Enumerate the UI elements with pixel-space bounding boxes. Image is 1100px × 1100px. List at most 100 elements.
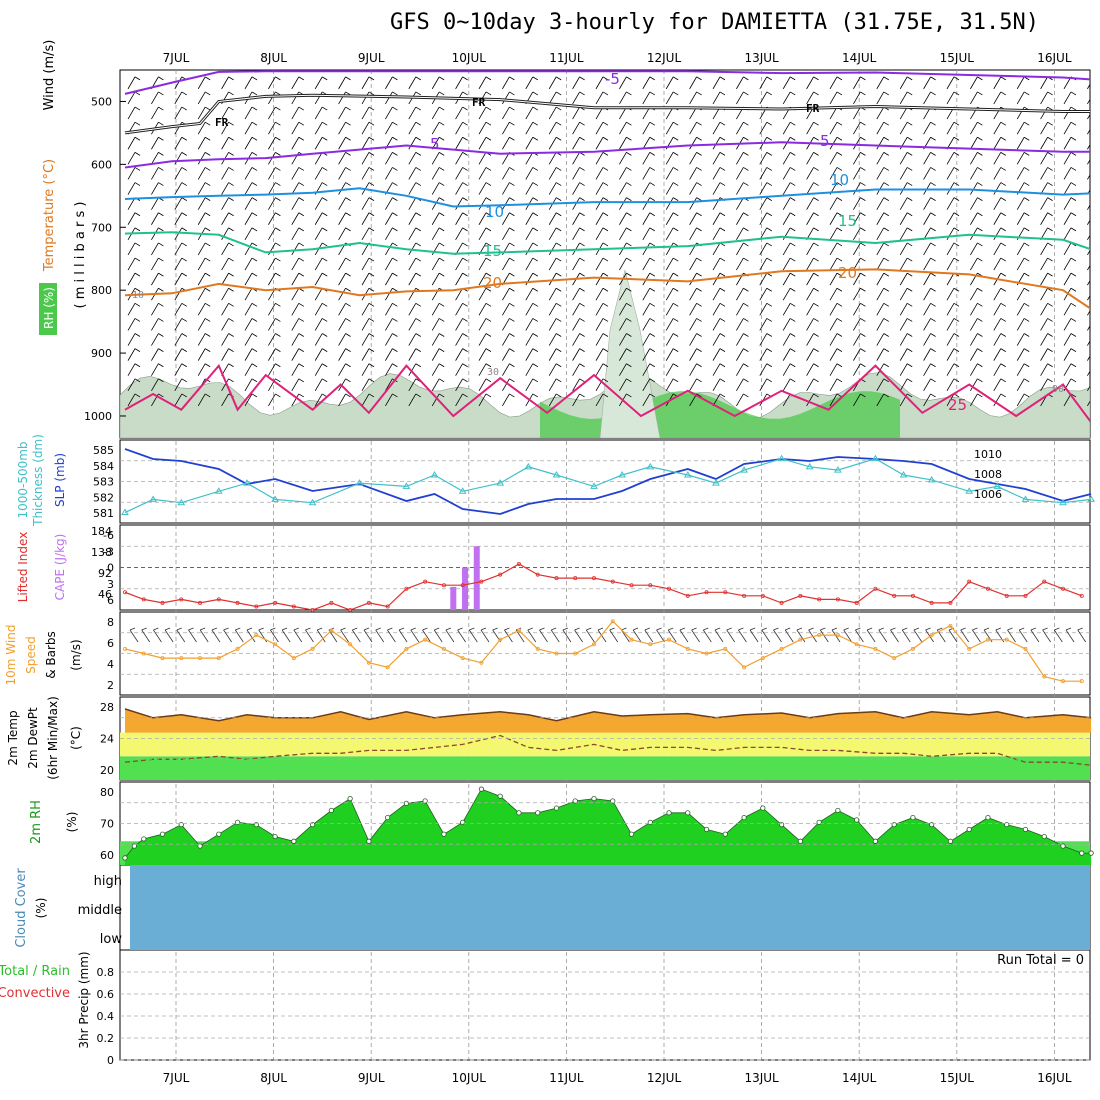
wind-barb [408,106,422,120]
barb-staff [993,333,1002,346]
wind-barb [408,287,422,301]
wind-barb [595,287,609,301]
barb-flag [766,121,773,126]
wind-barb [595,333,609,346]
barb-staff [665,227,674,241]
data-point [835,807,841,814]
barb-flag [930,318,936,322]
wind-barb [431,272,445,286]
wind-barb [398,629,408,643]
barb-flag [368,167,375,171]
barb-staff [572,91,580,105]
barb-staff [314,348,323,361]
barb-staff [174,378,183,392]
wind-barb [478,167,492,180]
barb-flag [228,136,234,141]
barb-flag [672,227,679,232]
barb-staff [455,363,463,376]
barb-flag [438,182,445,186]
barb-flag [602,152,609,156]
barb-staff [455,76,463,90]
wind-barb [1040,167,1053,180]
data-point [160,600,165,605]
date-label-top: 13JUL [744,51,779,65]
wind-barb [923,242,936,256]
barb-flag [813,257,819,262]
barb-flag [462,272,468,277]
barb-flag [602,167,609,171]
barb-flag [672,272,679,277]
wind-barb [656,629,665,643]
barb-staff [853,363,861,376]
barb-staff [759,348,768,361]
barb-flag [1047,167,1053,171]
wind-barb [712,167,726,180]
barb-flag [275,272,281,277]
wind-barb-flag [960,627,966,631]
wind-barb [619,227,632,241]
barb-flag [1023,302,1030,307]
wind-barb [1040,121,1053,135]
wind-barb [1040,363,1053,376]
barb-flag [883,136,890,141]
wind-barb [993,393,1007,407]
barb-flag [228,272,234,277]
wind-barb [619,287,632,301]
wind-barb [595,318,609,331]
data-point [291,604,296,609]
barb-flag [509,212,515,217]
barb-flag [228,182,234,186]
barb-staff [1040,152,1048,165]
wind-barb [1087,294,1090,301]
barb-flag [158,182,164,186]
barb-staff [455,212,463,225]
wind-barb [946,121,960,135]
barb-flag [860,197,866,201]
barb-flag [813,182,819,186]
data-point [178,822,184,828]
wind-barb [1063,363,1077,376]
barb-staff [853,197,861,210]
wind-barb [1087,385,1090,392]
barb-flag [181,136,188,141]
wind-barb [351,629,361,643]
barb-staff [127,257,136,271]
barb-staff [1016,167,1025,180]
barb-flag [251,167,258,171]
barb-flag [368,91,375,96]
barb-staff [782,333,791,346]
wind-barb [221,378,234,392]
wind-barb [1040,136,1053,150]
wind-barb [1016,76,1030,90]
barb-staff [174,257,183,271]
barb-flag [555,272,562,277]
slp-tick: 1008 [974,468,1002,481]
barb-flag [860,91,866,96]
ylabel-li: Lifted Index [16,532,30,603]
barb-flag [1023,378,1030,383]
wind-barb [548,182,562,195]
barb-flag [789,333,796,337]
barb-flag [953,287,960,292]
barb-flag [906,318,913,322]
barb-staff [174,393,183,407]
wind-barb [408,333,422,346]
barb-staff [853,333,861,346]
barb-staff [455,393,463,407]
wind-barb [899,302,913,316]
barb-staff [993,76,1002,90]
barb-staff [876,76,885,90]
barb-staff [408,393,417,407]
data-point [892,593,897,598]
barb-flag [953,378,960,383]
wind-barb [642,197,656,210]
data-point [498,572,503,577]
wind-barb [712,318,726,331]
barb-flag [438,378,445,383]
barb-flag [953,76,960,81]
barb-flag [158,76,164,81]
barb-flag [1070,197,1077,201]
barb-staff [1087,355,1090,361]
cloud-cover-area [130,865,1090,950]
barb-flag [883,393,890,398]
